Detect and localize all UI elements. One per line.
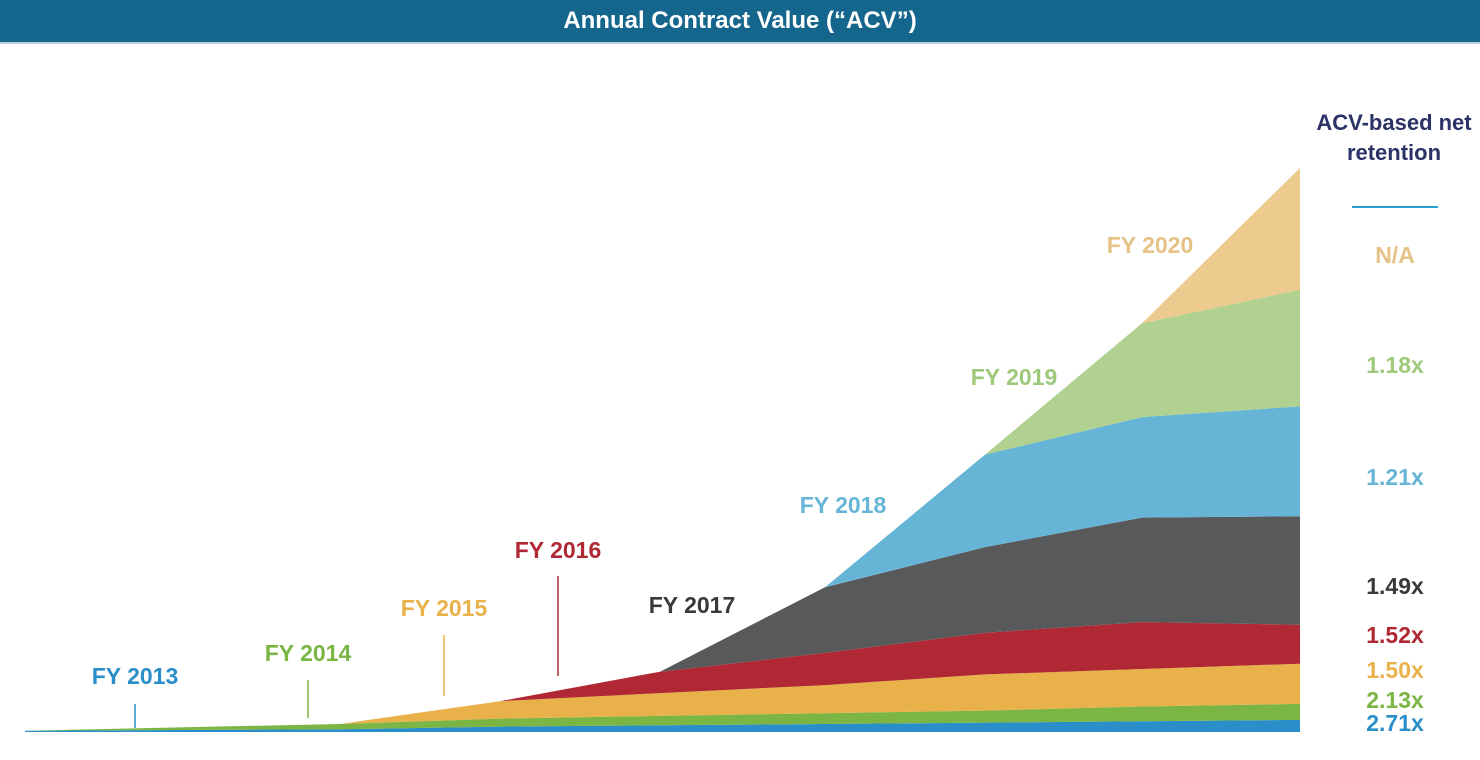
year-label-fy-2019: FY 2019 bbox=[971, 364, 1058, 390]
year-label-fy-2015: FY 2015 bbox=[401, 595, 488, 621]
year-label-fy-2014: FY 2014 bbox=[265, 640, 352, 666]
banner-underline bbox=[0, 42, 1480, 44]
chart-title-banner: Annual Contract Value (“ACV”) bbox=[0, 0, 1480, 42]
year-label-fy-2016: FY 2016 bbox=[515, 537, 602, 563]
area-fy-2020 bbox=[1142, 167, 1300, 324]
retention-header: ACV-based net retention bbox=[1316, 110, 1472, 165]
chart-title: Annual Contract Value (“ACV”) bbox=[563, 7, 917, 34]
retention-value: 1.50x bbox=[1366, 657, 1424, 683]
area-fy-2019 bbox=[985, 289, 1300, 455]
year-label-fy-2013: FY 2013 bbox=[92, 663, 179, 689]
area-fy-2018 bbox=[825, 406, 1300, 588]
area-fy-2017 bbox=[660, 516, 1300, 672]
area-fy-2016 bbox=[500, 622, 1300, 702]
area-fy-2015 bbox=[340, 663, 1300, 724]
area-fy-2014 bbox=[25, 703, 1300, 731]
retention-value: 1.49x bbox=[1366, 573, 1424, 599]
retention-value: N/A bbox=[1375, 242, 1415, 268]
retention-value: 1.18x bbox=[1366, 352, 1424, 378]
year-label-fy-2020: FY 2020 bbox=[1107, 232, 1194, 258]
retention-value: 1.21x bbox=[1366, 464, 1424, 490]
retention-header-rule bbox=[1352, 206, 1438, 208]
year-label-fy-2017: FY 2017 bbox=[649, 592, 736, 618]
retention-value: 1.52x bbox=[1366, 622, 1424, 648]
retention-value: 2.71x bbox=[1366, 710, 1424, 736]
retention-value: 2.13x bbox=[1366, 687, 1424, 713]
area-fy-2013 bbox=[25, 719, 1300, 732]
year-label-fy-2018: FY 2018 bbox=[800, 492, 887, 518]
